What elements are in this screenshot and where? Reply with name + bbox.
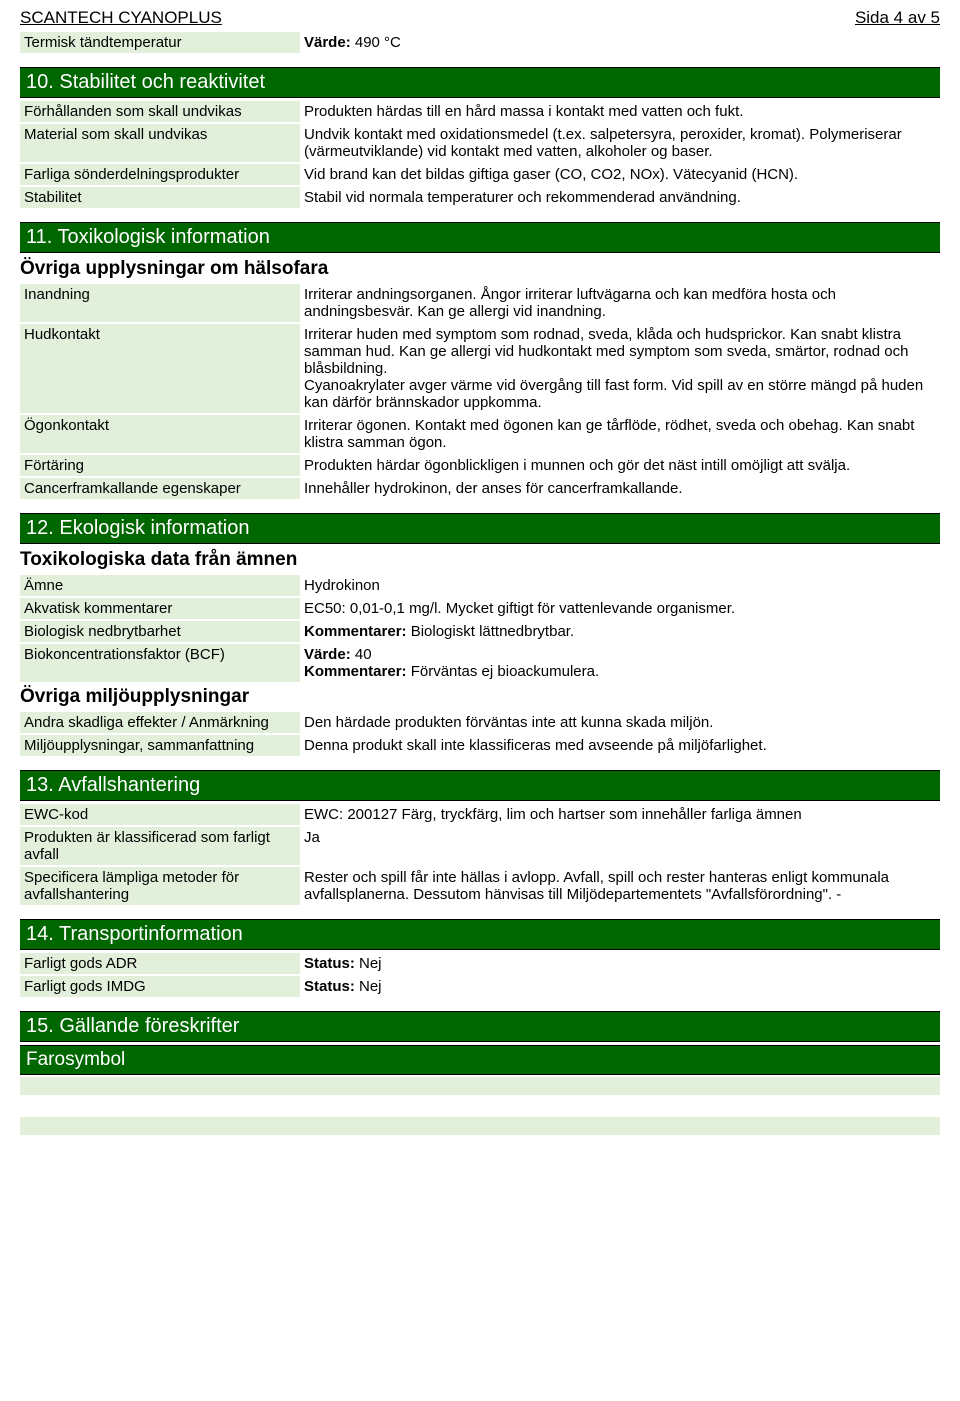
s13-key-1: Produkten är klassificerad som farligt a… bbox=[20, 827, 300, 865]
s11-val-1: Irriterar huden med symptom som rodnad, … bbox=[300, 324, 940, 413]
s14-row-0: Farligt gods ADR Status: Nej bbox=[20, 953, 940, 974]
s12-row2-1: Miljöupplysningar, sammanfattning Denna … bbox=[20, 735, 940, 756]
page-header: SCANTECH CYANOPLUS Sida 4 av 5 bbox=[20, 8, 940, 28]
s12-key-bio: Biologisk nedbrytbarhet bbox=[20, 621, 300, 642]
s12-val-bio: Kommentarer: Biologiskt lättnedbrytbar. bbox=[300, 621, 940, 642]
val-thermal-ignition: Värde: 490 °C bbox=[300, 32, 940, 53]
s14-val-1: Status: Nej bbox=[300, 976, 940, 997]
section-15-title: 15. Gällande föreskrifter bbox=[20, 1011, 940, 1042]
s11-row-2: Ögonkontakt Irriterar ögonen. Kontakt me… bbox=[20, 415, 940, 453]
s10-row-3: Stabilitet Stabil vid normala temperatur… bbox=[20, 187, 940, 208]
s15-empty-2 bbox=[20, 1097, 940, 1115]
s10-val-0: Produkten härdas till en hård massa i ko… bbox=[300, 101, 940, 122]
s14-prefix-1: Status: bbox=[304, 978, 355, 995]
s13-row-0: EWC-kod EWC: 200127 Färg, tryckfärg, lim… bbox=[20, 804, 940, 825]
s10-val-1: Undvik kontakt med oxidationsmedel (t.ex… bbox=[300, 124, 940, 162]
s14-prefix-0: Status: bbox=[304, 955, 355, 972]
s11-key-2: Ögonkontakt bbox=[20, 415, 300, 453]
s14-text-1: Nej bbox=[355, 978, 382, 995]
s11-val-2: Irriterar ögonen. Kontakt med ögonen kan… bbox=[300, 415, 940, 453]
s15-empty-1 bbox=[20, 1077, 940, 1095]
s12-val1-1: EC50: 0,01-0,1 mg/l. Mycket giftigt för … bbox=[300, 598, 940, 619]
s12-key1-1: Akvatisk kommentarer bbox=[20, 598, 300, 619]
s13-key-2: Specificera lämpliga metoder för avfalls… bbox=[20, 867, 300, 905]
section-10-title: 10. Stabilitet och reaktivitet bbox=[20, 67, 940, 98]
s12-val-bcf: Värde: 40 Kommentarer: Förväntas ej bioa… bbox=[300, 644, 940, 682]
s11-row-3: Förtäring Produkten härdar ögonblicklige… bbox=[20, 455, 940, 476]
s11-key-0: Inandning bbox=[20, 284, 300, 322]
s10-key-1: Material som skall undvikas bbox=[20, 124, 300, 162]
s13-key-0: EWC-kod bbox=[20, 804, 300, 825]
bcf-prefix: Värde: bbox=[304, 646, 351, 663]
s10-val-3: Stabil vid normala temperaturer och reko… bbox=[300, 187, 940, 208]
s15-sub: Farosymbol bbox=[20, 1045, 940, 1075]
s13-val-2: Rester och spill får inte hällas i avlop… bbox=[300, 867, 940, 905]
s10-key-0: Förhållanden som skall undvikas bbox=[20, 101, 300, 122]
s12-row2-0: Andra skadliga effekter / Anmärkning Den… bbox=[20, 712, 940, 733]
s11-key-3: Förtäring bbox=[20, 455, 300, 476]
s14-val-0: Status: Nej bbox=[300, 953, 940, 974]
s11-val-4: Innehåller hydrokinon, der anses för can… bbox=[300, 478, 940, 499]
section-14-title: 14. Transportinformation bbox=[20, 919, 940, 950]
key-thermal-ignition: Termisk tändtemperatur bbox=[20, 32, 300, 53]
s12-row1-0: Ämne Hydrokinon bbox=[20, 575, 940, 596]
section-11-title: 11. Toxikologisk information bbox=[20, 222, 940, 253]
s10-key-3: Stabilitet bbox=[20, 187, 300, 208]
s11-row-4: Cancerframkallande egenskaper Innehåller… bbox=[20, 478, 940, 499]
s12-row1-1: Akvatisk kommentarer EC50: 0,01-0,1 mg/l… bbox=[20, 598, 940, 619]
s15-empty-3 bbox=[20, 1117, 940, 1135]
s10-row-2: Farliga sönderdelningsprodukter Vid bran… bbox=[20, 164, 940, 185]
bcf-prefix2: Kommentarer: bbox=[304, 663, 407, 680]
s11-subheading: Övriga upplysningar om hälsofara bbox=[20, 256, 940, 284]
s11-key-1: Hudkontakt bbox=[20, 324, 300, 413]
s12-key2-1: Miljöupplysningar, sammanfattning bbox=[20, 735, 300, 756]
s12-subheading-2: Övriga miljöupplysningar bbox=[20, 684, 940, 712]
bio-text: Biologiskt lättnedbrytbar. bbox=[407, 623, 575, 640]
page-number: Sida 4 av 5 bbox=[855, 8, 940, 28]
s11-row-0: Inandning Irriterar andningsorganen. Ång… bbox=[20, 284, 940, 322]
s12-val2-0: Den härdade produkten förväntas inte att… bbox=[300, 712, 940, 733]
doc-title: SCANTECH CYANOPLUS bbox=[20, 8, 222, 28]
s10-key-2: Farliga sönderdelningsprodukter bbox=[20, 164, 300, 185]
s11-val-0: Irriterar andningsorganen. Ångor irriter… bbox=[300, 284, 940, 322]
row-thermal-ignition: Termisk tändtemperatur Värde: 490 °C bbox=[20, 32, 940, 53]
s12-subheading-1: Toxikologiska data från ämnen bbox=[20, 547, 940, 575]
s10-row-0: Förhållanden som skall undvikas Produkte… bbox=[20, 101, 940, 122]
s12-val2-1: Denna produkt skall inte klassificeras m… bbox=[300, 735, 940, 756]
s13-row-1: Produkten är klassificerad som farligt a… bbox=[20, 827, 940, 865]
s11-key-4: Cancerframkallande egenskaper bbox=[20, 478, 300, 499]
s14-key-0: Farligt gods ADR bbox=[20, 953, 300, 974]
s14-key-1: Farligt gods IMDG bbox=[20, 976, 300, 997]
val-text: 490 °C bbox=[351, 34, 401, 51]
s12-row-bcf: Biokoncentrationsfaktor (BCF) Värde: 40 … bbox=[20, 644, 940, 682]
s13-row-2: Specificera lämpliga metoder för avfalls… bbox=[20, 867, 940, 905]
s14-row-1: Farligt gods IMDG Status: Nej bbox=[20, 976, 940, 997]
s12-row-bio: Biologisk nedbrytbarhet Kommentarer: Bio… bbox=[20, 621, 940, 642]
bcf-text2: Förväntas ej bioackumulera. bbox=[407, 663, 600, 680]
s10-val-2: Vid brand kan det bildas giftiga gaser (… bbox=[300, 164, 940, 185]
section-12-title: 12. Ekologisk information bbox=[20, 513, 940, 544]
section-13-title: 13. Avfallshantering bbox=[20, 770, 940, 801]
s12-key-bcf: Biokoncentrationsfaktor (BCF) bbox=[20, 644, 300, 682]
s12-val1-0: Hydrokinon bbox=[300, 575, 940, 596]
s12-key1-0: Ämne bbox=[20, 575, 300, 596]
bcf-text: 40 bbox=[351, 646, 372, 663]
s14-text-0: Nej bbox=[355, 955, 382, 972]
s11-val-3: Produkten härdar ögonblickligen i munnen… bbox=[300, 455, 940, 476]
s13-val-1: Ja bbox=[300, 827, 940, 865]
val-prefix: Värde: bbox=[304, 34, 351, 51]
s11-row-1: Hudkontakt Irriterar huden med symptom s… bbox=[20, 324, 940, 413]
s13-val-0: EWC: 200127 Färg, tryckfärg, lim och har… bbox=[300, 804, 940, 825]
bio-prefix: Kommentarer: bbox=[304, 623, 407, 640]
s10-row-1: Material som skall undvikas Undvik konta… bbox=[20, 124, 940, 162]
s12-key2-0: Andra skadliga effekter / Anmärkning bbox=[20, 712, 300, 733]
